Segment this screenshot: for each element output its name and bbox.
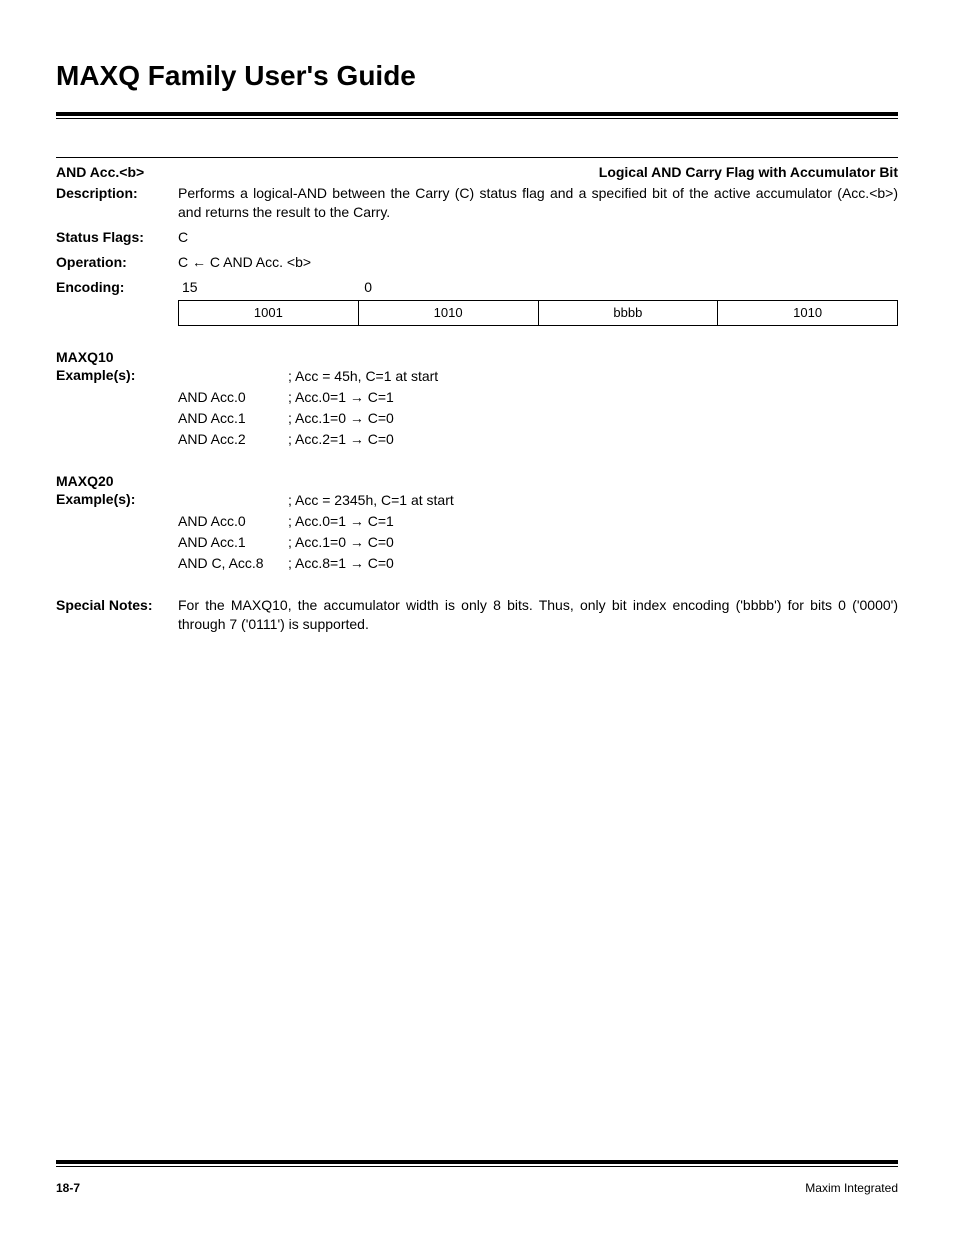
example-start-comment: ; Acc = 2345h, C=1 at start [288,490,898,511]
example-comment: ; Acc.8=1 → C=0 [288,553,898,574]
example-label: Example(s): [56,490,178,508]
example-instruction: AND Acc.2 [178,429,288,450]
encoding-cell: 1001 [179,301,359,326]
status-flags-label: Status Flags: [56,228,178,247]
operation-value: C ← C AND Acc. <b> [178,253,898,272]
description-text: Performs a logical-AND between the Carry… [178,184,898,222]
section-divider [56,157,898,158]
encoding-low-bit: 0 [364,278,372,297]
company-name: Maxim Integrated [805,1181,898,1195]
encoding-cell: 1010 [358,301,538,326]
example-instruction: AND Acc.0 [178,511,288,532]
title-divider-thin [56,118,898,119]
description-label: Description: [56,184,178,203]
special-notes-label: Special Notes: [56,596,178,615]
special-notes-text: For the MAXQ10, the accumulator width is… [178,596,898,634]
footer-divider-thick [56,1160,898,1164]
example-comment: ; Acc.1=0 → C=0 [288,532,898,553]
example-variant: MAXQ10 [56,348,178,366]
status-flags-value: C [178,228,898,247]
example-instruction: AND C, Acc.8 [178,553,288,574]
example-comment: ; Acc.0=1 → C=1 [288,387,898,408]
description-row: Description: Performs a logical-AND betw… [56,184,898,222]
encoding-cell: bbbb [538,301,718,326]
encoding-bit-range: 15 0 [178,278,376,297]
example-label: Example(s): [56,366,178,384]
example-heading: MAXQ20Example(s): [56,472,178,508]
example-block: MAXQ10Example(s): ; Acc = 45h, C=1 at sta… [56,348,898,450]
example-instruction: AND Acc.1 [178,532,288,553]
example-variant: MAXQ20 [56,472,178,490]
page-number: 18-7 [56,1181,80,1195]
operation-label: Operation: [56,253,178,272]
instruction-header: AND Acc.<b> Logical AND Carry Flag with … [56,164,898,180]
example-heading: MAXQ10Example(s): [56,348,178,384]
page-footer: 18-7 Maxim Integrated [56,1160,898,1195]
example-comment: ; Acc.1=0 → C=0 [288,408,898,429]
special-notes-row: Special Notes: For the MAXQ10, the accum… [56,596,898,634]
page-title: MAXQ Family User's Guide [56,60,898,92]
encoding-table: 1001 1010 bbbb 1010 [178,300,898,326]
encoding-cell: 1010 [718,301,898,326]
title-divider-thick [56,112,898,116]
example-comment: ; Acc.2=1 → C=0 [288,429,898,450]
encoding-label: Encoding: [56,278,178,297]
example-instruction: AND Acc.0 [178,387,288,408]
status-flags-row: Status Flags: C [56,228,898,247]
example-comment: ; Acc.0=1 → C=1 [288,511,898,532]
footer-divider-thin [56,1166,898,1167]
encoding-row: Encoding: 15 0 1001 1010 bbbb 1010 [56,278,898,326]
operation-row: Operation: C ← C AND Acc. <b> [56,253,898,272]
instruction-title: Logical AND Carry Flag with Accumulator … [599,164,898,180]
encoding-high-bit: 15 [182,278,198,297]
instruction-name: AND Acc.<b> [56,164,144,180]
example-block: MAXQ20Example(s): ; Acc = 2345h, C=1 at s… [56,472,898,574]
example-start-comment: ; Acc = 45h, C=1 at start [288,366,898,387]
example-instruction: AND Acc.1 [178,408,288,429]
